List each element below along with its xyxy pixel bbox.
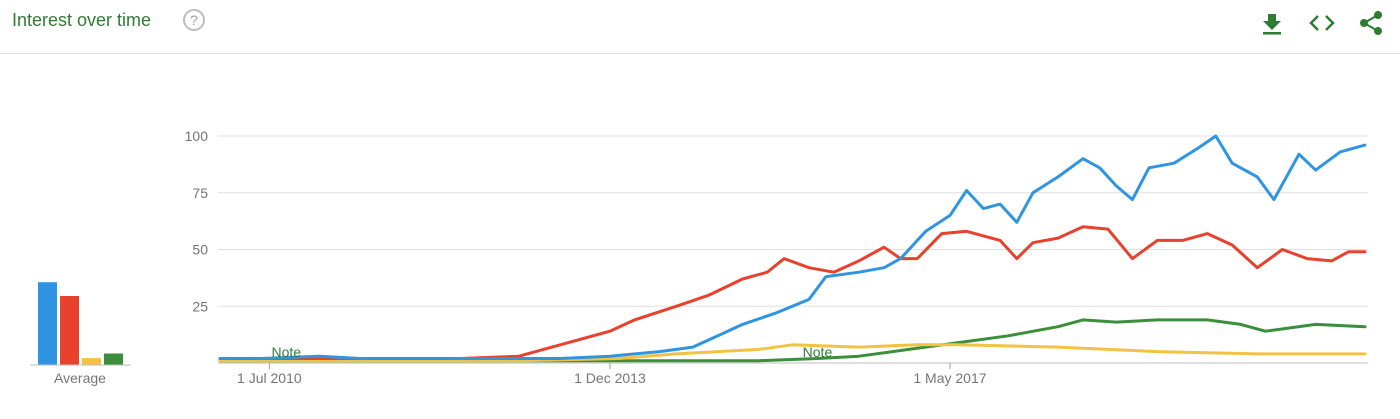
chart-grid bbox=[218, 135, 1368, 364]
x-tick-label: 1 May 2017 bbox=[913, 370, 986, 386]
average-panel: Average bbox=[30, 282, 131, 386]
download-icon[interactable] bbox=[1257, 8, 1287, 38]
y-tick-label: 25 bbox=[192, 298, 208, 314]
average-bar bbox=[104, 353, 123, 365]
y-axis-ticks: 25 50 75 100 bbox=[185, 128, 209, 314]
note-annotation[interactable]: Note bbox=[271, 344, 301, 360]
average-label: Average bbox=[54, 370, 106, 386]
share-icon[interactable] bbox=[1356, 8, 1386, 38]
y-tick-label: 50 bbox=[192, 242, 208, 258]
help-icon[interactable]: ? bbox=[183, 9, 205, 31]
series-line-3 bbox=[218, 318, 1367, 363]
series-line-1 bbox=[218, 225, 1367, 360]
x-axis-ticks: 1 Jul 2010 1 Dec 2013 1 May 2017 bbox=[237, 363, 987, 386]
series-line-0 bbox=[218, 134, 1367, 360]
chart-header: Interest over time ? bbox=[0, 0, 1400, 54]
x-tick-label: 1 Dec 2013 bbox=[574, 370, 646, 386]
chart-series bbox=[218, 134, 1367, 363]
average-bar bbox=[38, 282, 57, 365]
chart-annotations: Note Note bbox=[271, 344, 832, 360]
y-tick-label: 75 bbox=[192, 185, 208, 201]
embed-code-icon[interactable] bbox=[1307, 8, 1337, 38]
average-bar bbox=[82, 358, 101, 365]
series-line-2 bbox=[218, 343, 1367, 363]
average-bar bbox=[60, 296, 79, 365]
x-tick-label: 1 Jul 2010 bbox=[237, 370, 302, 386]
chart-title: Interest over time bbox=[12, 10, 152, 30]
y-tick-label: 100 bbox=[185, 128, 209, 144]
note-annotation[interactable]: Note bbox=[803, 344, 833, 360]
